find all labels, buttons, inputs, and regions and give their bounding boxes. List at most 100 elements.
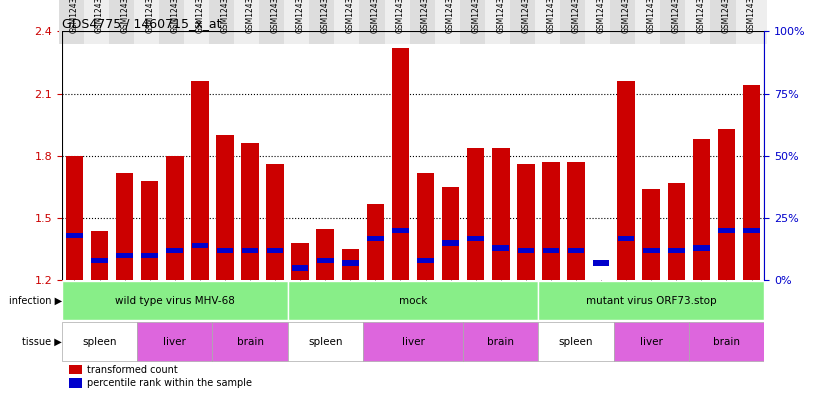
Bar [689, 322, 764, 361]
Bar [317, 258, 334, 263]
Bar [66, 233, 83, 238]
Text: GSM1243462: GSM1243462 [145, 0, 154, 33]
Text: GSM1243483: GSM1243483 [697, 0, 706, 33]
Bar [692, 140, 710, 281]
Bar [367, 235, 384, 241]
Bar [593, 261, 610, 266]
Text: spleen: spleen [308, 336, 343, 347]
Bar [116, 253, 133, 258]
Bar [667, 183, 685, 281]
Bar [292, 265, 308, 270]
Text: GSM1243484: GSM1243484 [722, 0, 731, 33]
Text: GSM1243477: GSM1243477 [471, 0, 480, 33]
Text: wild type virus MHV-68: wild type virus MHV-68 [115, 296, 235, 306]
Bar [287, 281, 539, 320]
Bar [468, 235, 484, 241]
Text: tissue ▶: tissue ▶ [22, 336, 62, 347]
Bar [392, 48, 409, 281]
Text: GSM1243475: GSM1243475 [572, 0, 581, 33]
Text: GSM1243472: GSM1243472 [95, 0, 104, 33]
Text: GSM1243474: GSM1243474 [547, 0, 555, 33]
Bar [567, 248, 584, 253]
Bar [287, 322, 363, 361]
Bar [392, 228, 409, 233]
Text: mutant virus ORF73.stop: mutant virus ORF73.stop [586, 296, 716, 306]
Text: GSM1243479: GSM1243479 [521, 0, 530, 33]
Text: GSM1243468: GSM1243468 [296, 0, 305, 33]
Text: GSM1243467: GSM1243467 [672, 0, 681, 33]
Text: GSM1243459: GSM1243459 [396, 0, 405, 33]
Text: percentile rank within the sample: percentile rank within the sample [88, 378, 252, 388]
Bar [518, 248, 534, 253]
Text: spleen: spleen [83, 336, 116, 347]
Text: GSM1243481: GSM1243481 [245, 0, 254, 33]
Text: GSM1243463: GSM1243463 [170, 0, 179, 33]
Text: GSM1243482: GSM1243482 [271, 0, 279, 33]
Bar [363, 322, 463, 361]
Bar [292, 243, 309, 281]
Text: GSM1243470: GSM1243470 [346, 0, 355, 33]
Text: GSM1243478: GSM1243478 [496, 0, 506, 33]
Bar [718, 228, 735, 233]
Bar [539, 281, 764, 320]
Text: GDS4775 / 1460715_x_at: GDS4775 / 1460715_x_at [62, 17, 221, 30]
Bar [141, 253, 158, 258]
Text: GSM1243469: GSM1243469 [320, 0, 330, 33]
Bar [614, 322, 689, 361]
Bar [267, 248, 283, 253]
Text: transformed count: transformed count [88, 365, 178, 375]
Text: GSM1243458: GSM1243458 [371, 0, 380, 33]
Text: brain: brain [236, 336, 263, 347]
Text: brain: brain [713, 336, 740, 347]
Bar [191, 81, 209, 281]
Bar [463, 322, 539, 361]
Bar [241, 143, 259, 281]
Text: mock: mock [399, 296, 427, 306]
Bar [492, 148, 510, 281]
Text: liver: liver [640, 336, 662, 347]
Bar [141, 181, 159, 281]
Text: brain: brain [487, 336, 515, 347]
Bar [618, 235, 634, 241]
Bar [442, 241, 459, 246]
Text: infection ▶: infection ▶ [9, 296, 62, 306]
Bar [668, 248, 685, 253]
Bar [417, 258, 434, 263]
Bar [643, 189, 660, 281]
Bar [242, 248, 259, 253]
Bar [743, 228, 760, 233]
Text: GSM1243476: GSM1243476 [596, 0, 605, 33]
Bar [542, 162, 560, 281]
Text: GSM1243465: GSM1243465 [622, 0, 630, 33]
Text: GSM1243485: GSM1243485 [747, 0, 756, 33]
Bar [266, 164, 284, 281]
Bar [539, 322, 614, 361]
Bar [543, 248, 559, 253]
Bar [91, 258, 108, 263]
Bar [91, 231, 108, 281]
Bar [492, 246, 509, 251]
Text: GSM1243461: GSM1243461 [446, 0, 455, 33]
Bar [617, 81, 635, 281]
Bar [216, 135, 234, 281]
Text: GSM1243473: GSM1243473 [120, 0, 129, 33]
Bar [69, 365, 82, 374]
Bar [316, 229, 334, 281]
Text: liver: liver [164, 336, 186, 347]
Bar [367, 204, 384, 281]
Bar [192, 243, 208, 248]
Bar [341, 249, 359, 281]
Bar [567, 162, 585, 281]
Bar [62, 322, 137, 361]
Bar [442, 187, 459, 281]
Bar [137, 322, 212, 361]
Text: GSM1243480: GSM1243480 [221, 0, 230, 33]
Bar [216, 248, 233, 253]
Text: spleen: spleen [558, 336, 593, 347]
Bar [166, 156, 183, 281]
Bar [718, 129, 735, 281]
Bar [693, 246, 710, 251]
Bar [167, 248, 183, 253]
Bar [417, 173, 434, 281]
Bar [467, 148, 485, 281]
